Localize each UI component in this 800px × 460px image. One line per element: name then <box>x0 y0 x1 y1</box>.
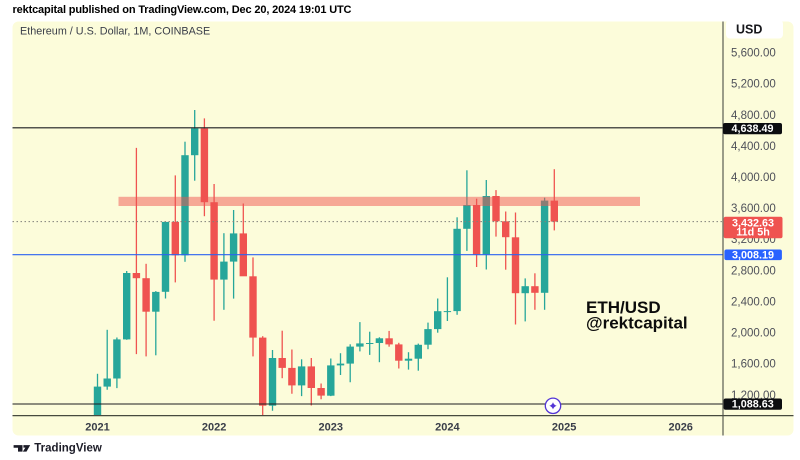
svg-text:2024: 2024 <box>435 422 460 434</box>
svg-text:1,600.00: 1,600.00 <box>731 359 776 371</box>
svg-text:2,000.00: 2,000.00 <box>731 328 776 340</box>
svg-text:2,400.00: 2,400.00 <box>731 297 776 309</box>
svg-text:ETH/USD: ETH/USD <box>586 298 661 317</box>
svg-text:TradingView: TradingView <box>34 443 102 455</box>
svg-text:2022: 2022 <box>202 422 226 434</box>
svg-text:11d 5h: 11d 5h <box>736 227 770 239</box>
svg-text:4,400.00: 4,400.00 <box>731 141 776 153</box>
svg-text:2025: 2025 <box>552 422 576 434</box>
svg-text:USD: USD <box>736 23 762 37</box>
svg-text:3,008.19: 3,008.19 <box>732 249 774 261</box>
svg-text:4,000.00: 4,000.00 <box>731 172 776 184</box>
svg-text:4,638.49: 4,638.49 <box>731 123 773 135</box>
svg-text:2,800.00: 2,800.00 <box>731 265 776 277</box>
svg-text:3,600.00: 3,600.00 <box>731 203 776 215</box>
svg-text:2021: 2021 <box>85 422 109 434</box>
svg-text:4,800.00: 4,800.00 <box>731 110 776 122</box>
svg-text:2023: 2023 <box>319 422 343 434</box>
svg-text:5,200.00: 5,200.00 <box>731 79 776 91</box>
svg-text:1,088.63: 1,088.63 <box>732 398 774 410</box>
svg-text:2026: 2026 <box>668 422 692 434</box>
svg-text:@rektcapital: @rektcapital <box>586 314 688 333</box>
svg-text:rektcapital published on Tradi: rektcapital published on TradingView.com… <box>13 4 352 16</box>
svg-text:Ethereum / U.S. Dollar, 1M, CO: Ethereum / U.S. Dollar, 1M, COINBASE <box>20 26 210 38</box>
svg-text:3,432.63: 3,432.63 <box>732 217 774 229</box>
svg-text:5,600.00: 5,600.00 <box>731 48 776 60</box>
